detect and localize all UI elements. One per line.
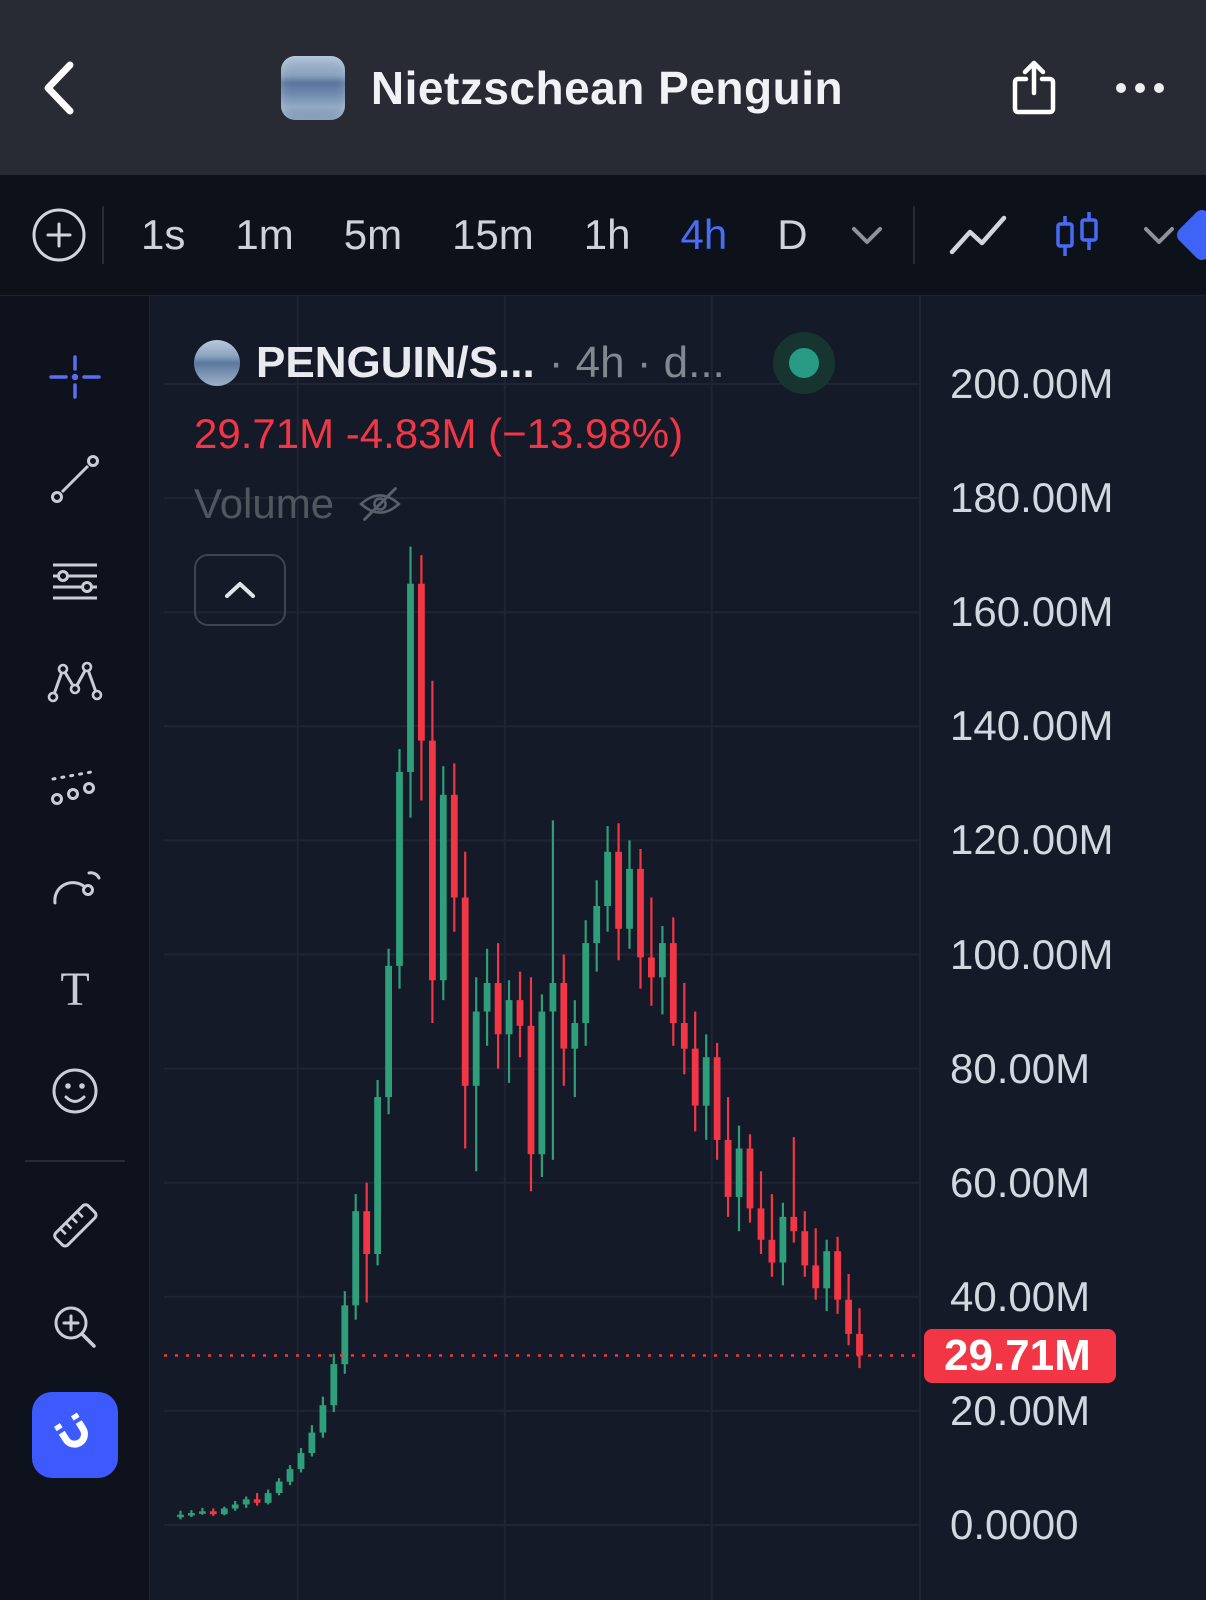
add-button[interactable] [28,206,90,264]
legend-collapse-button[interactable] [194,554,286,626]
back-button[interactable] [38,57,118,119]
text-tool[interactable]: T [0,938,149,1040]
cut-off-icon [1173,206,1206,264]
price-axis-label: 20.00M [950,1386,1091,1434]
zoom-in-tool[interactable] [0,1276,149,1378]
more-button[interactable] [1112,78,1168,98]
toolbar-divider [912,206,915,264]
trendline-tool[interactable] [0,428,149,530]
share-button[interactable] [1006,57,1062,119]
interval-label: · 4h · d... [548,338,725,387]
chevron-down-icon [849,223,885,247]
price-axis-label: 120.00M [950,816,1114,864]
line-chart-icon [947,210,1009,260]
emoji-tool[interactable] [0,1040,149,1142]
dotted-trend-icon [47,757,103,813]
page-title: Nietzschean Penguin [370,61,844,114]
ruler-tool[interactable] [0,1174,149,1276]
token-avatar [280,55,345,120]
volume-row: Volume [194,480,835,528]
trendline-icon [47,451,103,507]
price-change-line: 29.71M -4.83M (−13.98%) [194,410,684,457]
symbol-label: PENGUIN/S... [256,338,535,387]
crosshair-tool[interactable] [0,326,149,428]
price-axis-label: 80.00M [950,1044,1091,1092]
coin-avatar [194,340,240,386]
timeframe-dropdown-button[interactable] [833,223,901,247]
price-axis-label: 160.00M [950,588,1114,636]
text-icon: T [47,961,103,1017]
header-title-group: Nietzschean Penguin [118,55,1006,120]
timeframe-15m[interactable]: 15m [427,214,559,256]
status-dot [772,332,835,394]
chart-type-dropdown-button[interactable] [1125,223,1193,247]
chevron-down-icon [1141,223,1177,247]
line-chart-type-button[interactable] [927,210,1029,260]
header-actions [1006,57,1168,119]
crosshair-icon [47,349,103,405]
symbol-row[interactable]: PENGUIN/S... · 4h · d... [194,332,835,394]
back-icon [38,57,82,119]
price-axis[interactable]: 29.71M 200.00M 180.00M 160.00M 140.00M 120.0… [150,296,1206,1600]
chevron-up-icon [220,578,260,602]
xabcd-pattern-icon [47,655,103,711]
zoom-in-icon [47,1299,103,1355]
emoji-icon [47,1063,103,1119]
dotted-trend-tool[interactable] [0,734,149,836]
xabcd-pattern-tool[interactable] [0,632,149,734]
price-axis-label: 200.00M [950,360,1114,407]
toolbar-divider [102,206,104,264]
fib-lines-tool[interactable] [0,530,149,632]
eye-slash-icon [356,480,404,528]
price-axis-label: 0.0000 [950,1501,1079,1548]
drawing-tools-sidebar: T [0,296,150,1600]
timeframe-1s[interactable]: 1s [116,214,210,256]
volume-label: Volume [194,480,335,527]
price-axis-label: 40.00M [950,1272,1091,1320]
fib-lines-icon [47,553,103,609]
magnet-tool[interactable] [31,1392,118,1478]
timeframe-1h[interactable]: 1h [559,214,656,256]
chart-toolbar: 1s 1m 5m 15m 1h 4h D [0,175,1206,296]
timeframe-4h[interactable]: 4h [656,214,753,256]
magnet-icon [47,1407,103,1463]
volume-visibility-button[interactable] [356,480,404,528]
price-axis-label: 100.00M [950,930,1114,978]
timeframe-d[interactable]: D [752,214,832,256]
price-axis-label: 140.00M [950,702,1114,750]
price-axis-label: 180.00M [950,474,1114,522]
candle-chart-type-button[interactable] [1029,206,1125,264]
timeframe-5m[interactable]: 5m [319,214,427,256]
curve-tool[interactable] [0,836,149,938]
app-header: Nietzschean Penguin [0,0,1206,175]
last-price-badge: 29.71M [924,1328,1116,1383]
plus-circle-icon [30,206,88,264]
curve-icon [47,859,103,915]
timeframe-1m[interactable]: 1m [210,214,318,256]
chart-area: 29.71M 200.00M 180.00M 160.00M 140.00M 120.0… [150,296,1206,1600]
candlestick-icon [1049,206,1105,264]
more-icon [1112,78,1168,98]
main-region: T [0,296,1206,1600]
chart-legend: PENGUIN/S... · 4h · d... 29.71M -4.83M (… [194,332,835,626]
svg-text:T: T [60,963,89,1016]
sidebar-divider [24,1160,125,1162]
share-icon [1006,57,1062,119]
ruler-icon [47,1197,103,1253]
candlestick-chart[interactable] [150,296,1206,1600]
price-axis-label: 60.00M [950,1158,1091,1206]
